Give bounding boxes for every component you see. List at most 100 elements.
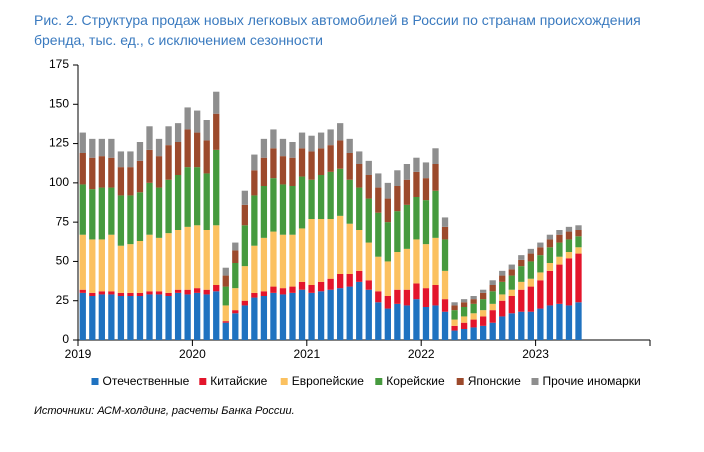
bar-segment [556,242,563,257]
bar-segment [518,289,525,312]
bar-segment [384,198,391,223]
bar-segment [356,281,363,340]
bar-segment [127,292,134,296]
bar-segment [394,170,401,186]
bar-segment [384,182,391,199]
bar-segment [365,160,372,175]
bar-segment [327,289,334,340]
bar-segment [508,289,515,296]
bar-segment [403,204,411,249]
bar-segment [270,129,277,149]
y-tick-label: 50 [56,254,70,268]
legend-label: Корейские [386,374,445,388]
bar-segment [203,294,210,340]
bar-segment [136,192,144,241]
bar-segment [470,327,477,340]
bar-segment [451,302,458,306]
x-tick-label: 2022 [408,347,435,361]
bar-segment [308,135,315,152]
legend-swatch [531,378,539,385]
bar-segment [346,179,353,224]
bar-segment [222,321,229,323]
bar-segment [165,126,172,146]
bar-segment [375,212,382,257]
bar-segment [470,303,477,314]
bar-segment [356,230,363,271]
bar-segment [117,292,125,296]
bar-segment [127,296,134,340]
bar-segment [346,223,353,274]
bar-segment [556,234,563,243]
source-note: Источники: АСМ-холдинг, расчеты Банка Ро… [34,405,295,417]
bar-segment [537,247,544,256]
bar-segment [155,237,163,292]
bar-segment [432,164,439,191]
bar-segment [337,123,344,141]
bar-segment [146,182,153,235]
legend-label: Китайские [210,374,267,388]
y-tick-label: 0 [62,332,69,346]
bar-segment [422,162,430,179]
bar-segment [308,292,315,340]
bar-segment [136,160,144,193]
bar-segment [232,310,239,314]
bar-segment [146,234,153,292]
bar-segment [260,237,268,292]
bar-segment [117,245,125,293]
bar-segment [470,319,477,328]
bar-segment [575,253,582,303]
bar-segment [232,250,239,263]
bar-segment [289,234,296,287]
bar-segment [489,285,496,292]
bar-segment [346,286,353,340]
bar-segment [213,91,220,114]
bar-segment [327,171,334,219]
bar-segment [298,289,306,340]
bar-segment [289,157,296,186]
bar-segment [308,179,315,219]
bar-segment [460,299,468,303]
bar-segment [241,300,248,306]
bar-segment [184,226,191,290]
bar-segment [184,294,191,340]
bar-segment [98,138,105,157]
bar-segment [499,281,506,295]
bar-segment [432,148,439,164]
bar-segment [317,148,325,175]
bar-segment [384,308,391,340]
bar-segment [117,195,125,246]
x-tick-label: 2021 [293,347,320,361]
bar-segment [79,234,86,290]
bar-segment [232,313,239,340]
bar-segment [460,322,468,329]
bar-segment [298,176,306,229]
bar-segment [394,211,401,252]
bar-segment [470,296,477,300]
bar-segment [527,261,534,279]
bar-segment [575,225,582,230]
bar-segment [155,291,163,295]
bar-segment [432,237,439,285]
y-tick-label: 100 [49,175,69,189]
bar-segment [270,231,277,287]
bar-segment [222,322,229,340]
bar-segment [375,302,382,340]
bar-segment [403,164,411,180]
bar-segment [108,157,115,188]
bar-segment [279,288,287,295]
bar-segment [251,170,258,196]
bar-segment [556,230,563,235]
bar-segment [422,307,430,340]
bar-segment [441,299,449,312]
bar-segment [155,156,163,188]
bar-segment [460,316,468,323]
bar-segment [441,217,449,227]
bar-segment [184,289,191,295]
bar-segment [356,151,363,164]
bar-segment [337,288,344,340]
bar-segment [136,296,144,340]
bar-segment [375,256,382,292]
bar-segment [499,294,506,301]
bar-segment [165,233,172,293]
bar-segment [308,151,315,180]
